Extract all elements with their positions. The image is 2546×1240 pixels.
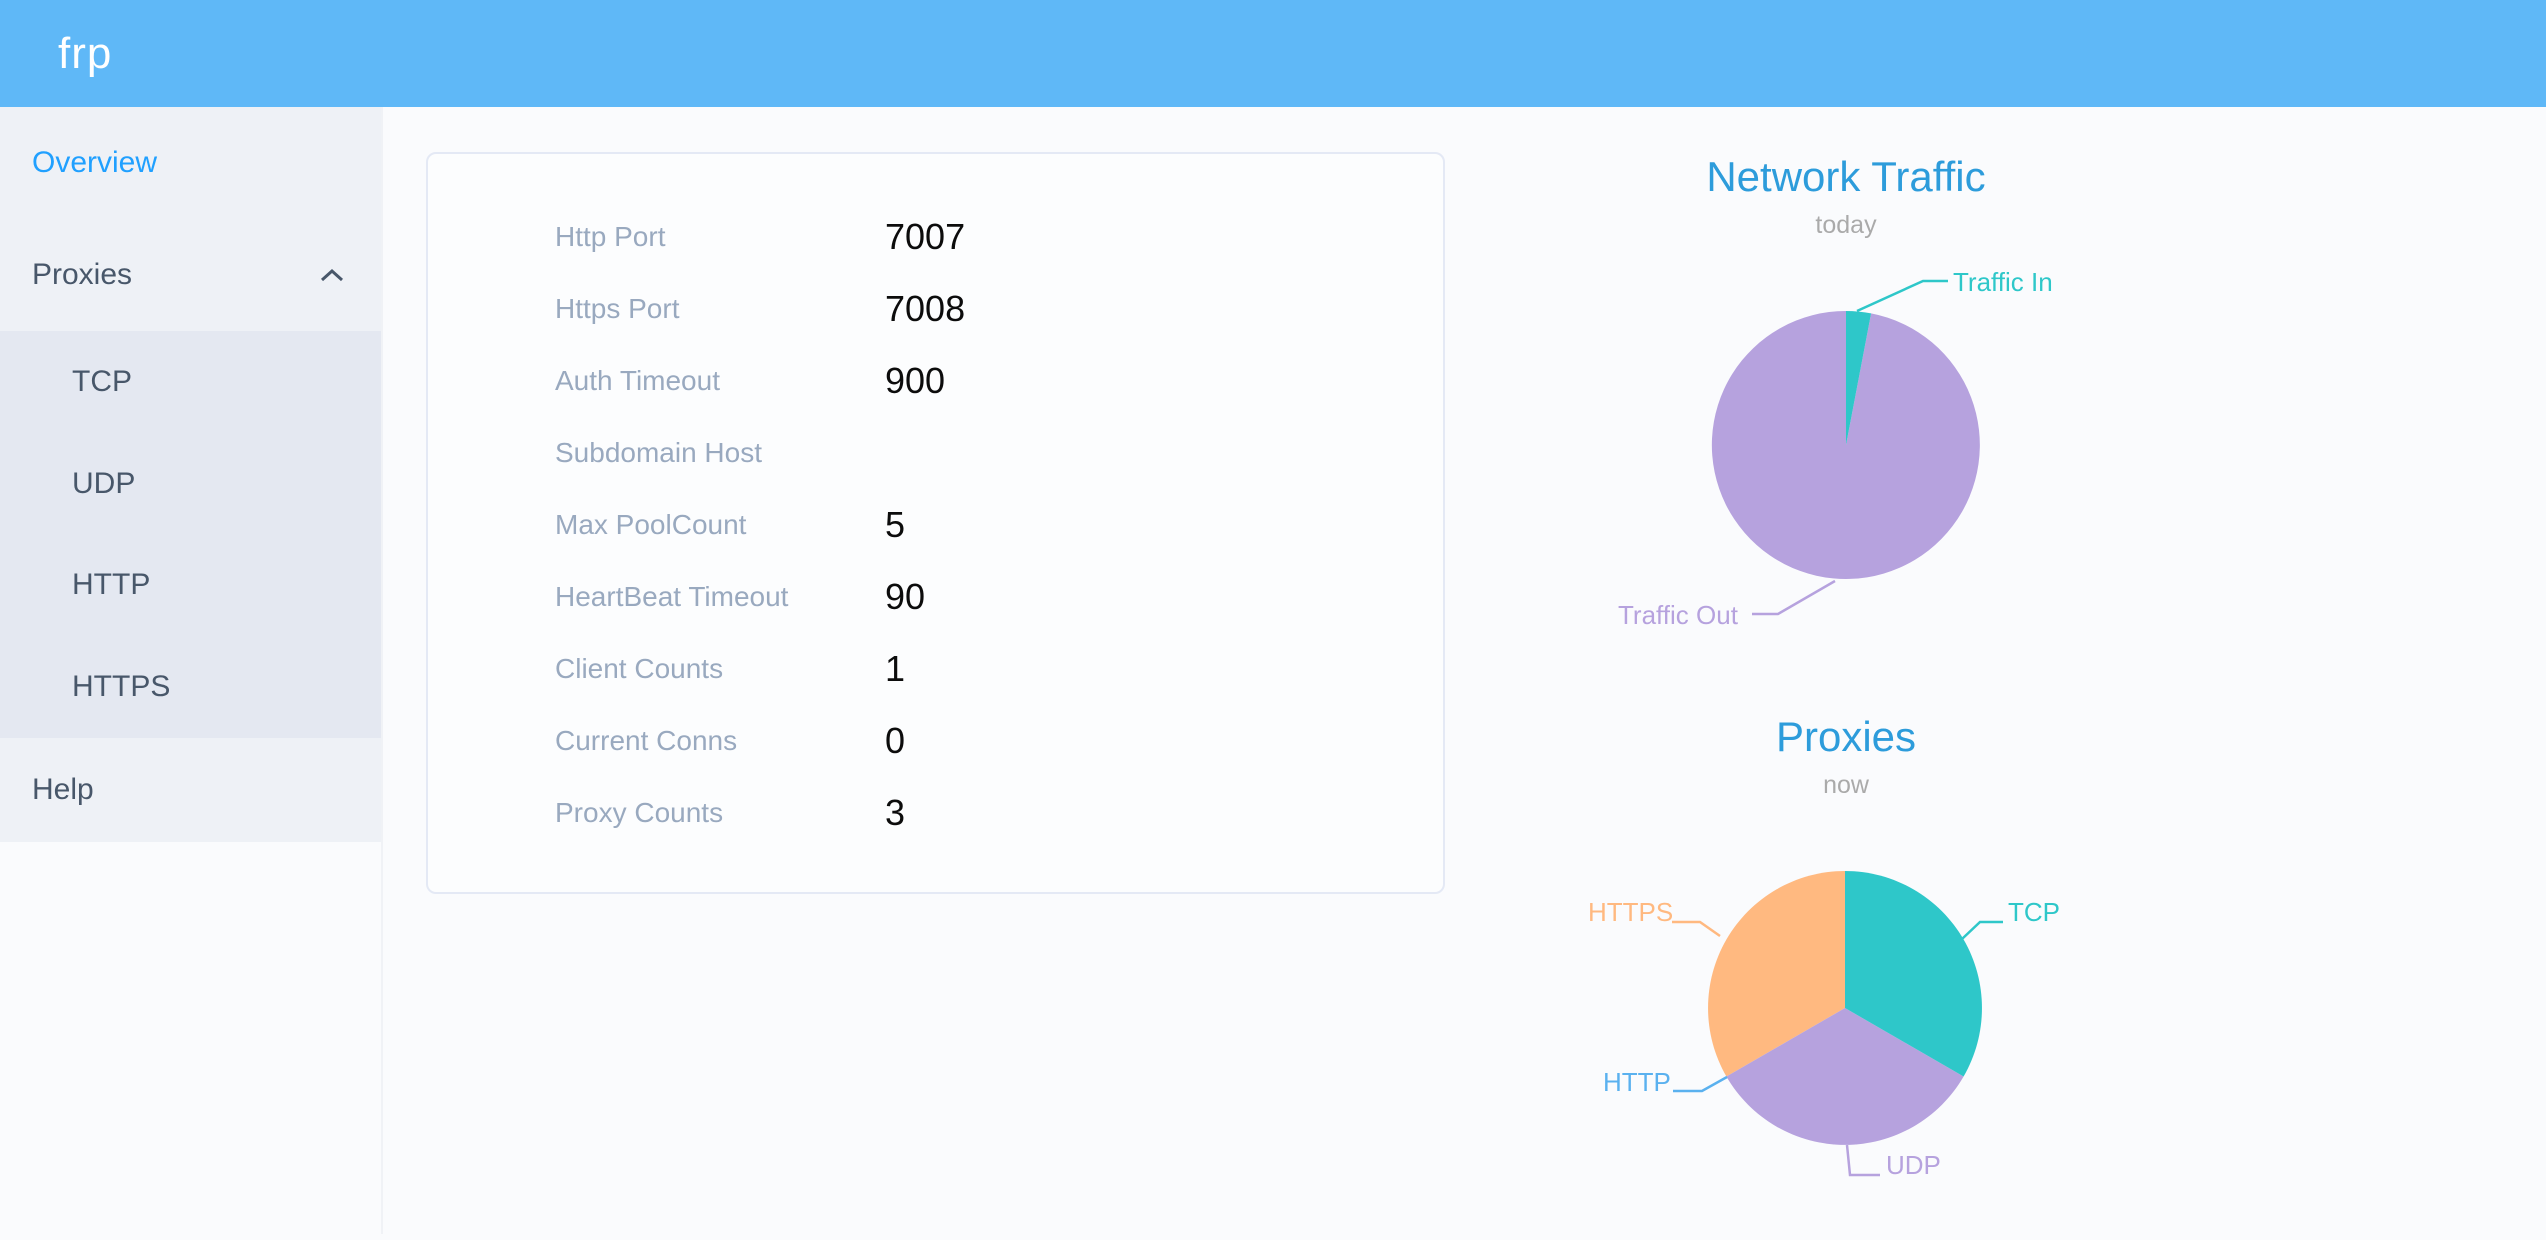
info-row-subdomain-host: Subdomain Host <box>428 417 1443 489</box>
chart-subtitle: today <box>1815 211 1877 239</box>
sidebar-item-label: Help <box>32 773 94 806</box>
sidebar-item-tcp[interactable]: TCP <box>0 331 381 433</box>
sidebar-item-http[interactable]: HTTP <box>0 535 381 637</box>
sidebar-item-label: Proxies <box>32 258 133 291</box>
info-value: 0 <box>885 720 906 761</box>
pie-slice-tcp[interactable] <box>1845 871 1982 1077</box>
http-label: HTTP <box>1603 1067 1671 1097</box>
sidebar: Overview Proxies TCP UDP HTTP HTTPS <box>0 107 383 1234</box>
info-row-proxy-counts: Proxy Counts 3 <box>428 777 1443 849</box>
chart-title: Network Traffic <box>1706 153 1986 200</box>
traffic-out-leader-line <box>1752 579 1836 616</box>
info-value: 90 <box>885 576 926 617</box>
proxies-chart: Proxies now TCP UDP HTTP HTTPS <box>1560 690 2132 1234</box>
traffic-in-label: Traffic In <box>1953 267 2053 297</box>
info-row-https-port: Https Port 7008 <box>428 273 1443 345</box>
info-value: 5 <box>885 504 906 545</box>
udp-leader-line <box>1845 1144 1880 1177</box>
chart-title: Proxies <box>1775 713 1917 760</box>
chevron-up-icon <box>319 258 345 292</box>
info-row-heartbeat-timeout: HeartBeat Timeout 90 <box>428 561 1443 633</box>
info-label: Current Conns <box>555 725 738 756</box>
app-header: frp <box>0 0 2546 107</box>
sidebar-item-proxies[interactable]: Proxies <box>0 219 381 331</box>
network-traffic-chart: Network Traffic today Traffic In Traffic… <box>1560 130 2132 690</box>
tcp-label: TCP <box>2008 897 2060 927</box>
sidebar-item-label: Overview <box>32 146 158 179</box>
pie-slice-udp[interactable] <box>1726 1008 1964 1145</box>
info-label: Client Counts <box>555 653 724 684</box>
pie-slice-https[interactable] <box>1708 871 1845 1077</box>
sidebar-item-overview[interactable]: Overview <box>0 107 381 219</box>
info-value: 900 <box>885 360 946 401</box>
info-value: 7008 <box>885 288 966 329</box>
info-row-auth-timeout: Auth Timeout 900 <box>428 345 1443 417</box>
sidebar-item-https[interactable]: HTTPS <box>0 636 381 738</box>
info-value: 1 <box>885 648 906 689</box>
info-label: Max PoolCount <box>555 509 747 540</box>
info-label: Auth Timeout <box>555 365 720 396</box>
sidebar-item-label: UDP <box>72 466 136 500</box>
info-label: Proxy Counts <box>555 797 724 828</box>
https-label: HTTPS <box>1588 897 1674 927</box>
sidebar-menu: Overview Proxies TCP UDP HTTP HTTPS <box>0 107 381 842</box>
http-leader-line <box>1673 1075 1728 1093</box>
sidebar-item-label: TCP <box>72 364 132 398</box>
sidebar-item-label: HTTPS <box>72 670 171 704</box>
sidebar-item-label: HTTP <box>72 568 151 602</box>
info-label: HeartBeat Timeout <box>555 581 789 612</box>
network-traffic-pie <box>1711 279 1980 616</box>
sidebar-item-udp[interactable]: UDP <box>0 433 381 535</box>
info-label: Http Port <box>555 221 666 252</box>
https-leader-line <box>1672 920 1721 938</box>
info-row-http-port: Http Port 7007 <box>428 201 1443 273</box>
pie-slice-traffic-in[interactable] <box>1846 311 1872 445</box>
sidebar-submenu-proxies: TCP UDP HTTP HTTPS <box>0 331 381 738</box>
info-value: 7007 <box>885 216 966 257</box>
sidebar-item-help[interactable]: Help <box>0 738 381 842</box>
server-info-card: Http Port 7007 Https Port 7008 Auth Time… <box>426 152 1445 894</box>
proxies-pie <box>1672 871 2003 1177</box>
server-info-rows: Http Port 7007 Https Port 7008 Auth Time… <box>428 154 1443 849</box>
udp-label: UDP <box>1886 1150 1941 1180</box>
info-value: 3 <box>885 792 906 833</box>
traffic-out-label: Traffic Out <box>1618 600 1738 630</box>
info-row-client-counts: Client Counts 1 <box>428 633 1443 705</box>
pie-slice-traffic-out[interactable] <box>1711 310 1980 579</box>
info-row-max-poolcount: Max PoolCount 5 <box>428 489 1443 561</box>
chart-subtitle: now <box>1823 771 1869 799</box>
info-row-current-conns: Current Conns 0 <box>428 705 1443 777</box>
info-label: Https Port <box>555 293 680 324</box>
traffic-in-leader-line <box>1856 279 1948 313</box>
info-label: Subdomain Host <box>555 437 763 468</box>
tcp-leader-line <box>1961 920 2003 940</box>
app-logo[interactable]: frp <box>58 28 113 78</box>
